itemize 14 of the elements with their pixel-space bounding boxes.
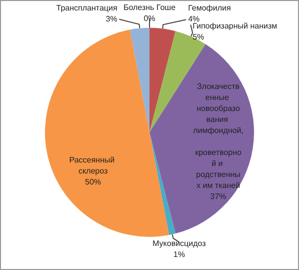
category-label: Болезнь Гоше — [123, 2, 176, 12]
slice-label: Муковисцидоз — [152, 239, 206, 248]
data-label: 37% — [210, 192, 226, 201]
slice-label: Рассеянный склероз — [69, 156, 117, 176]
data-label: 5% — [192, 32, 204, 42]
slice-label: Гипофизарный нанизм — [192, 22, 278, 31]
data-label: 50% — [85, 178, 102, 187]
data-label: 3% — [106, 14, 118, 24]
category-label: Злокачественные новообразования лимфоидной, кроветворной и родственных им тканей — [193, 82, 244, 190]
data-label: 1% — [173, 250, 185, 260]
text: 0% — [144, 14, 156, 23]
slice-label: Гемофилия — [188, 4, 231, 13]
slice-label: Трансплантация — [56, 3, 118, 12]
data-label: 4% — [188, 14, 200, 24]
